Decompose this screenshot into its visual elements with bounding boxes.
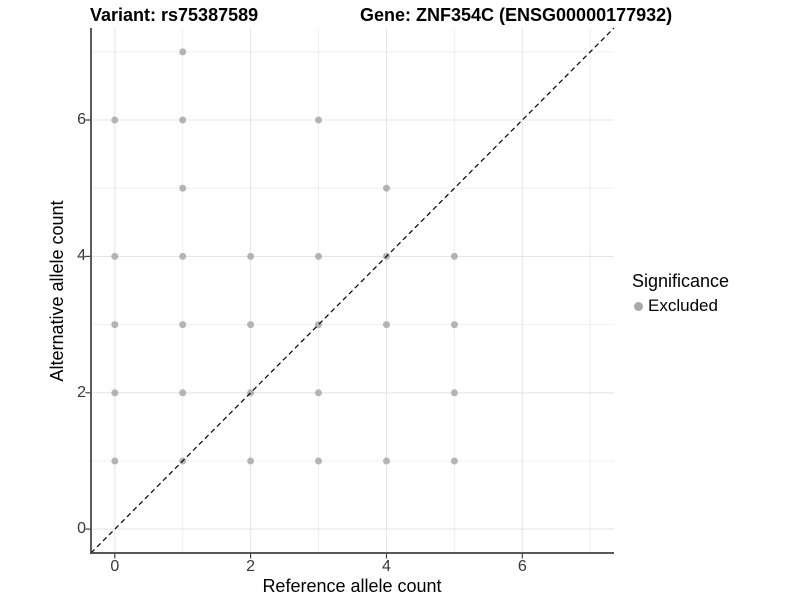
data-point xyxy=(247,252,255,260)
legend: Significance Excluded xyxy=(632,271,729,316)
gene-title: Gene: ZNF354C (ENSG00000177932) xyxy=(360,5,673,25)
y-tick-label: 0 xyxy=(77,520,86,538)
data-point xyxy=(383,184,390,192)
data-point xyxy=(111,457,119,465)
identity-line xyxy=(90,27,615,554)
x-tick-label: 0 xyxy=(110,558,120,575)
legend-marker-circle-icon xyxy=(634,301,643,311)
data-point xyxy=(179,184,187,192)
data-point xyxy=(315,116,322,124)
data-point xyxy=(111,321,119,329)
data-point xyxy=(450,321,458,329)
data-point xyxy=(247,321,255,329)
data-point xyxy=(383,321,390,329)
data-point xyxy=(247,457,255,465)
data-point xyxy=(450,252,458,260)
legend-title: Significance xyxy=(632,271,730,291)
data-point xyxy=(450,389,458,397)
data-point xyxy=(383,457,390,465)
data-point xyxy=(179,116,187,124)
legend-item-excluded: Excluded xyxy=(632,296,729,316)
data-point xyxy=(111,389,119,397)
data-point xyxy=(315,252,322,260)
y-tick-label: 6 xyxy=(77,111,86,129)
data-point xyxy=(179,389,187,397)
data-point xyxy=(111,116,119,124)
y-axis-title: Alternative allele count xyxy=(47,200,67,382)
data-point xyxy=(315,389,322,397)
y-tick-label: 2 xyxy=(77,383,86,401)
data-point xyxy=(315,457,322,465)
data-point xyxy=(450,457,458,465)
x-tick-label: 6 xyxy=(517,558,527,575)
y-tick-label: 4 xyxy=(77,247,86,265)
legend-item-label: Excluded xyxy=(648,296,718,315)
data-point xyxy=(179,252,187,260)
data-point xyxy=(111,252,119,260)
data-point xyxy=(179,321,187,329)
variant-title: Variant: rs75387589 xyxy=(90,5,259,25)
data-point xyxy=(179,48,187,56)
x-axis-title: Reference allele count xyxy=(262,576,442,596)
x-tick-label: 2 xyxy=(246,558,256,575)
x-tick-label: 4 xyxy=(382,558,391,575)
